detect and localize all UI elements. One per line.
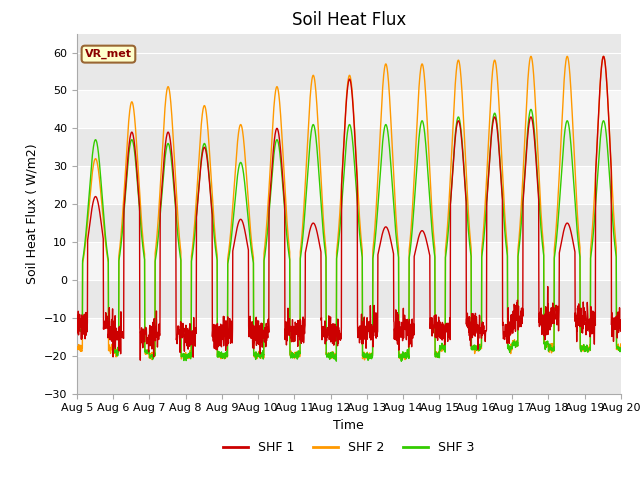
SHF 2 [225,251,232,256]
SHF 1 [376,240,384,245]
SHF 3 [73,327,81,333]
SHF 1 [507,312,515,318]
SHF 2 [507,341,515,347]
SHF 3 [584,346,592,351]
Line: SHF 3: SHF 3 [77,109,621,361]
SHF 2 [73,345,81,351]
Line: SHF 2: SHF 2 [77,56,621,360]
SHF 3 [527,107,534,112]
Y-axis label: Soil Heat Flux ( W/m2): Soil Heat Flux ( W/m2) [25,144,38,284]
Text: VR_met: VR_met [85,49,132,59]
SHF 1 [617,322,625,328]
SHF 2 [376,129,384,135]
SHF 1 [365,324,372,329]
SHF 1 [600,53,607,59]
SHF 3 [570,173,577,179]
SHF 3 [617,345,625,351]
Bar [77,166,621,204]
SHF 2 [617,341,625,347]
SHF 2 [365,353,372,359]
SHF 1 [225,327,232,333]
SHF 1 [73,331,81,336]
Bar [77,242,621,280]
SHF 2 [527,53,534,59]
SHF 3 [507,345,515,351]
SHF 3 [397,359,405,364]
SHF 1 [136,357,144,363]
SHF 1 [569,239,577,244]
Legend: SHF 1, SHF 2, SHF 3: SHF 1, SHF 2, SHF 3 [218,436,479,459]
Bar [77,318,621,356]
SHF 2 [570,131,577,136]
Line: SHF 1: SHF 1 [77,56,621,360]
SHF 2 [397,358,405,363]
SHF 3 [365,351,372,357]
SHF 2 [584,344,592,350]
X-axis label: Time: Time [333,419,364,432]
SHF 3 [376,170,384,176]
SHF 1 [584,318,592,324]
Title: Soil Heat Flux: Soil Heat Flux [292,11,406,29]
Bar [77,90,621,128]
SHF 3 [225,257,232,263]
